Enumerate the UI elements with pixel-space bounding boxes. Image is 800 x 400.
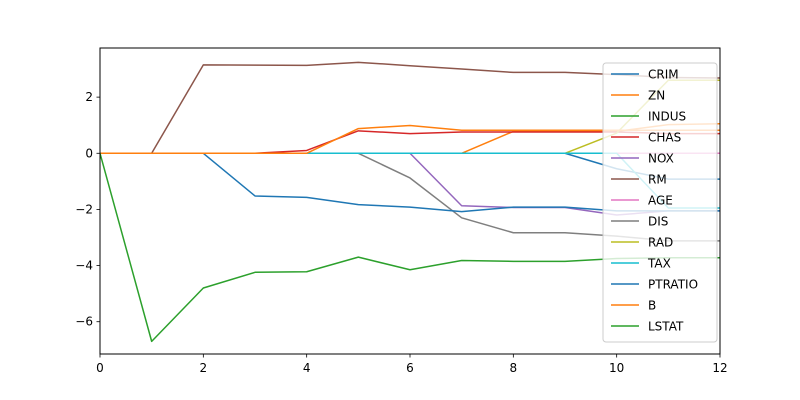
y-tick-label: 2 [85,90,93,104]
x-tick-label: 2 [200,361,208,375]
x-axis: 0 2 4 6 8 10 12 [96,354,728,375]
x-tick-label: 6 [406,361,414,375]
x-tick-label: 8 [510,361,518,375]
legend-label-b: B [648,299,656,313]
legend-label-dis: DIS [648,215,668,229]
legend-label-rm: RM [648,173,667,187]
legend-label-lstat: LSTAT [648,320,684,334]
x-tick-label: 12 [712,361,727,375]
y-tick-label: −4 [75,259,93,273]
x-tick-label: 10 [609,361,624,375]
x-tick-label: 0 [96,361,104,375]
legend-label-ptratio: PTRATIO [648,278,698,292]
y-tick-label: −2 [75,202,93,216]
legend-label-chas: CHAS [648,131,681,145]
y-axis: −6 −4 −2 0 2 [75,90,100,329]
legend: CRIM ZN INDUS CHAS NOX RM AGE DIS RAD TAX PTRATIO B… [602,62,718,343]
legend-box [602,62,718,343]
legend-label-rad: RAD [648,236,673,250]
x-tick-label: 4 [303,361,311,375]
legend-label-tax: TAX [647,257,671,271]
legend-label-zn: ZN [648,89,665,103]
legend-label-crim: CRIM [648,68,679,82]
legend-label-indus: INDUS [648,110,686,124]
legend-label-nox: NOX [648,152,674,166]
y-tick-label: 0 [85,146,93,160]
y-tick-label: −6 [75,315,93,329]
legend-label-age: AGE [648,194,673,208]
